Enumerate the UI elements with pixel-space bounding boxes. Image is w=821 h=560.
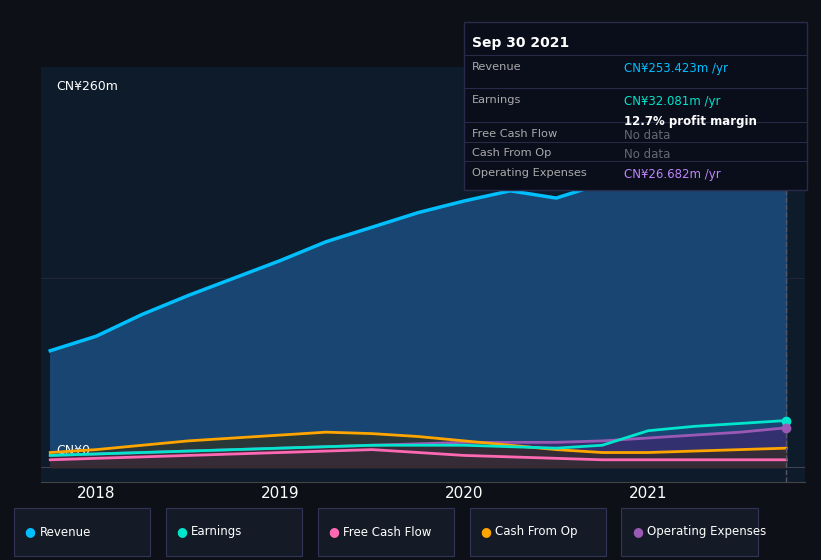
Text: Operating Expenses: Operating Expenses [647,525,766,539]
Text: Operating Expenses: Operating Expenses [472,168,587,178]
Text: Revenue: Revenue [472,62,521,72]
Text: ●: ● [328,525,339,539]
Text: ●: ● [25,525,35,539]
Text: ●: ● [480,525,491,539]
Text: Revenue: Revenue [39,525,91,539]
Text: Earnings: Earnings [472,95,521,105]
Text: ●: ● [632,525,643,539]
Text: Cash From Op: Cash From Op [495,525,577,539]
Text: CN¥26.682m /yr: CN¥26.682m /yr [624,168,721,181]
Text: Cash From Op: Cash From Op [472,148,552,158]
Text: CN¥260m: CN¥260m [57,80,118,92]
Text: CN¥0: CN¥0 [57,444,90,457]
Text: No data: No data [624,148,670,161]
Text: Free Cash Flow: Free Cash Flow [343,525,432,539]
Text: 12.7% profit margin: 12.7% profit margin [624,115,757,128]
Text: Sep 30 2021: Sep 30 2021 [472,36,569,50]
Text: No data: No data [624,129,670,142]
Text: CN¥32.081m /yr: CN¥32.081m /yr [624,95,721,108]
Text: Free Cash Flow: Free Cash Flow [472,129,557,139]
Text: CN¥253.423m /yr: CN¥253.423m /yr [624,62,728,74]
Text: ●: ● [177,525,187,539]
Text: Earnings: Earnings [191,525,243,539]
